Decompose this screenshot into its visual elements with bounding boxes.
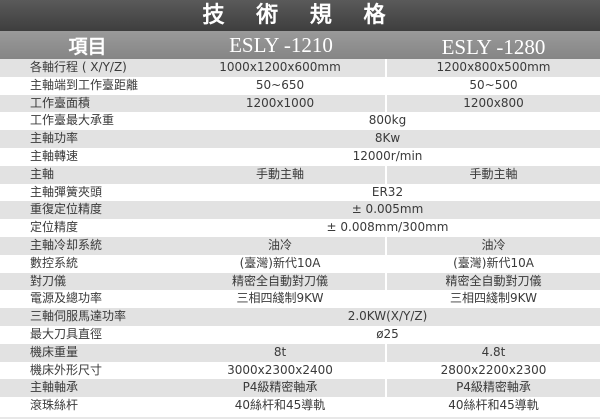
row-label: 主軸端到工作臺距離 [30,77,139,92]
row-value-model-2: 1200x800x500mm [387,59,600,77]
row-label: 定位精度 [30,220,79,235]
table-row: 工作臺面積 1200x1000 1200x800 [0,94,600,113]
row-value-model-1: 三相四綫制9KW [236,291,324,306]
table-row: 主軸端到工作臺距離 50~650 50~500 [0,77,600,95]
row-label: 主軸彈簧夾頭 [30,184,103,199]
row-value-model-2: 精密全自動對刀儀 [387,272,600,291]
row-label: 最大刀具直徑 [30,326,103,341]
row-label: 主軸轉速 [30,148,79,163]
spec-table: 各軸行程 ( X/Y/Z) 1000x1200x600mm 1200x800x500… [0,59,600,415]
row-label: 工作臺面積 [0,94,175,113]
row-value-shared: ± 0.005mm [175,201,600,220]
row-value-model-1: 1000x1200x600mm [175,59,385,77]
table-row: 電源及總功率 三相四綫制9KW 三相四綫制9KW [0,290,600,308]
row-value-model-1: 8t [175,343,385,362]
table-row: 主軸功率 8Kw [0,130,600,148]
row-value-model-2: 1200x800 [387,94,600,113]
row-value-shared: 800kg [368,113,407,128]
table-row: 定位精度 ± 0.008mm/300mm [0,219,600,237]
row-value-model-1: 1200x1000 [175,94,385,113]
row-value-shared: ø25 [376,326,399,341]
row-label: 機床外形尺寸 [30,362,103,377]
table-row: 對刀儀 精密全自動對刀儀 精密全自動對刀儀 [0,272,600,291]
table-row: 主軸彈簧夾頭 ER32 [0,184,600,202]
row-label: 機床重量 [0,343,175,362]
row-value-shared: 8Kw [175,130,600,148]
row-value-model-1: 50~650 [255,77,305,92]
table-row: 工作臺最大承重 800kg [0,112,600,130]
table-header: 項目 ESLY -1210 ESLY -1280 [0,31,600,59]
row-value-model-2: 油冷 [387,236,600,255]
row-value-model-1: 40絲杆和45導軌 [234,398,326,413]
row-label: 主軸冷却系統 [0,236,175,255]
row-value-model-2: 40絲杆和45導軌 [448,398,539,413]
table-row: 機床重量 8t 4.8t [0,343,600,362]
row-value-shared: 12000r/min [352,148,423,163]
table-row: 三軸伺服馬達功率 2.0KW(X/Y/Z) [0,308,600,326]
row-value-model-2: 50~500 [469,77,518,92]
row-value-shared: 2.0KW(X/Y/Z) [175,308,600,326]
table-row: 滾珠絲杆 40絲杆和45導軌 40絲杆和45導軌 [0,397,600,415]
row-label: 主軸軸承 [0,379,175,398]
table-bottom-divider [0,416,600,419]
row-value-shared: ± 0.008mm/300mm [326,220,449,235]
row-value-model-2: 手動主軸 [387,165,600,184]
row-value-shared: ER32 [371,184,404,199]
row-value-model-2: 2800x2200x2300 [440,362,547,377]
row-value-model-1: 精密全自動對刀儀 [175,272,385,291]
row-value-model-2: P4級精密軸承 [387,379,600,398]
row-label: 三軸伺服馬達功率 [0,308,175,326]
table-row: 主軸冷却系統 油冷 油冷 [0,236,600,255]
header-model-2: ESLY -1280 [441,34,546,59]
row-label: 工作臺最大承重 [30,113,115,128]
row-value-model-1: 3000x2300x2400 [227,362,333,377]
header-model-1: ESLY -1210 [229,32,333,57]
row-label: 主軸功率 [0,130,175,148]
table-row: 主軸軸承 P4級精密軸承 P4級精密軸承 [0,379,600,398]
table-row: 主軸 手動主軸 手動主軸 [0,165,600,184]
row-label: 各軸行程 ( X/Y/Z) [0,59,175,77]
table-row: 各軸行程 ( X/Y/Z) 1000x1200x600mm 1200x800x500… [0,59,600,77]
row-value-model-1: 手動主軸 [175,165,385,184]
row-value-model-2: 4.8t [387,343,600,362]
table-row: 重復定位精度 ± 0.005mm [0,201,600,220]
header-item: 項目 [68,35,107,58]
spec-title: 技 術 規 格 [0,0,600,31]
row-value-model-2: 三相四綫制9KW [450,291,537,306]
table-row: 主軸轉速 12000r/min [0,148,600,166]
row-label: 對刀儀 [0,272,175,291]
row-label: 重復定位精度 [0,201,175,220]
table-row: 最大刀具直徑 ø25 [0,326,600,344]
row-label: 數控系統 [30,255,79,270]
row-value-model-1: P4級精密軸承 [175,379,385,398]
row-value-model-1: 油冷 [175,236,385,255]
table-row: 機床外形尺寸 3000x2300x2400 2800x2200x2300 [0,362,600,380]
row-label: 主軸 [0,165,175,184]
row-value-model-2: (臺灣)新代10A [453,255,534,270]
row-label: 電源及總功率 [30,291,103,306]
table-row: 數控系統 (臺灣)新代10A (臺灣)新代10A [0,255,600,273]
row-value-model-1: (臺灣)新代10A [239,255,321,270]
row-label: 滾珠絲杆 [30,398,79,413]
